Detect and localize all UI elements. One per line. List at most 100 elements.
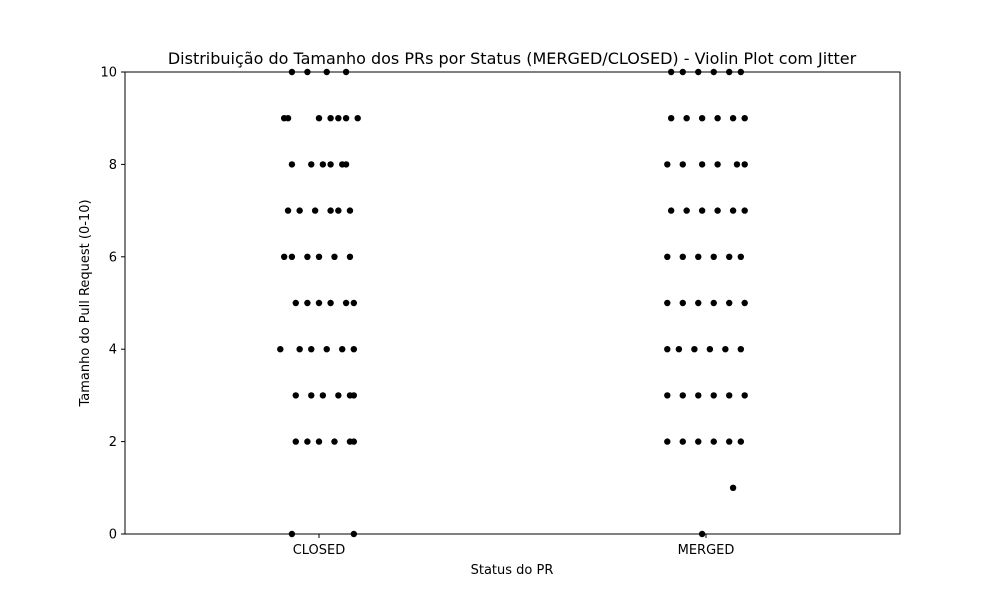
data-point-closed [342, 299, 350, 307]
x-axis-ticks: CLOSED MERGED [293, 534, 735, 558]
data-point-merged [714, 207, 721, 214]
data-point-merged [695, 253, 702, 260]
data-point-closed [284, 115, 292, 122]
data-point-closed [327, 115, 334, 122]
data-point-closed [308, 161, 315, 168]
data-point-merged [683, 207, 690, 214]
data-point-closed [315, 253, 323, 260]
data-point-merged [695, 392, 702, 399]
data-point-closed [308, 392, 315, 399]
data-point-closed [284, 207, 292, 214]
data-point-merged [664, 438, 671, 445]
data-point-closed [335, 392, 342, 399]
plot-frame [124, 71, 901, 535]
data-point-closed [327, 299, 334, 307]
data-point-closed [354, 115, 361, 122]
data-point-merged [698, 115, 706, 122]
x-tick-label: CLOSED [293, 543, 346, 558]
data-point-merged [726, 392, 733, 399]
data-point-merged [664, 346, 671, 353]
data-point-closed [339, 346, 346, 353]
data-point-closed [308, 346, 315, 353]
data-point-closed [327, 207, 334, 214]
data-point-closed [331, 253, 338, 260]
data-point-merged [741, 161, 748, 168]
data-point-closed [292, 392, 299, 399]
x-axis-label: Status do PR [471, 563, 554, 578]
y-tick-label: 0 [109, 528, 117, 543]
data-point-merged [710, 392, 717, 399]
data-point-closed [342, 161, 350, 168]
data-point-merged [741, 392, 748, 399]
data-point-merged [710, 253, 717, 260]
data-point-closed [323, 346, 330, 353]
data-point-merged [698, 207, 706, 214]
data-point-closed [296, 207, 303, 214]
data-point-merged [714, 115, 721, 122]
data-point-merged [714, 161, 721, 168]
data-point-merged [722, 346, 729, 353]
data-point-closed [331, 438, 338, 445]
data-point-merged [726, 253, 733, 260]
data-point-merged [695, 299, 702, 307]
data-point-merged [667, 115, 675, 122]
data-point-merged [733, 161, 741, 168]
data-point-closed [315, 115, 323, 122]
data-point-merged [729, 207, 737, 214]
data-point-merged [726, 438, 733, 445]
data-point-closed [304, 438, 311, 445]
data-point-merged [729, 115, 737, 122]
data-point-merged [698, 161, 706, 168]
data-point-closed [277, 346, 284, 353]
data-point-merged [737, 438, 745, 445]
data-point-merged [726, 299, 733, 307]
data-point-merged [679, 392, 686, 399]
data-point-merged [741, 207, 748, 214]
data-point-merged [683, 115, 690, 122]
data-point-merged [664, 299, 671, 307]
data-point-closed [304, 299, 311, 307]
data-point-closed [346, 207, 354, 214]
y-tick-label: 2 [109, 435, 117, 450]
data-point-closed [350, 438, 358, 445]
data-point-merged [710, 299, 717, 307]
data-point-merged [679, 299, 686, 307]
data-point-closed [315, 438, 323, 445]
data-point-closed [292, 438, 299, 445]
data-point-merged [706, 346, 714, 353]
data-point-merged [664, 253, 671, 260]
data-point-closed [350, 299, 358, 307]
data-point-closed [296, 346, 303, 353]
data-point-closed [288, 253, 296, 260]
data-point-closed [311, 207, 319, 214]
data-point-merged [664, 392, 671, 399]
data-point-closed [280, 253, 288, 260]
data-points [277, 68, 748, 538]
data-point-closed [315, 299, 323, 307]
data-point-closed [342, 115, 350, 122]
data-point-merged [667, 207, 675, 214]
data-point-closed [350, 392, 358, 399]
data-point-closed [327, 161, 334, 168]
data-point-merged [679, 438, 686, 445]
x-tick-label: MERGED [678, 543, 735, 558]
data-point-merged [729, 484, 737, 491]
data-point-merged [664, 161, 671, 168]
data-point-closed [346, 253, 354, 260]
data-point-closed [335, 207, 342, 214]
data-point-merged [741, 299, 748, 307]
data-point-closed [292, 299, 299, 307]
data-point-merged [737, 253, 745, 260]
data-point-closed [288, 161, 296, 168]
data-point-merged [737, 346, 745, 353]
data-point-closed [350, 346, 358, 353]
data-point-merged [710, 438, 717, 445]
data-point-closed [319, 161, 327, 168]
data-point-closed [304, 253, 311, 260]
data-point-merged [691, 346, 698, 353]
data-point-merged [675, 346, 683, 353]
y-axis-label: Tamanho do Pull Request (0-10) [78, 199, 93, 407]
plot-area [125, 72, 900, 534]
y-tick-label: 10 [100, 66, 117, 81]
